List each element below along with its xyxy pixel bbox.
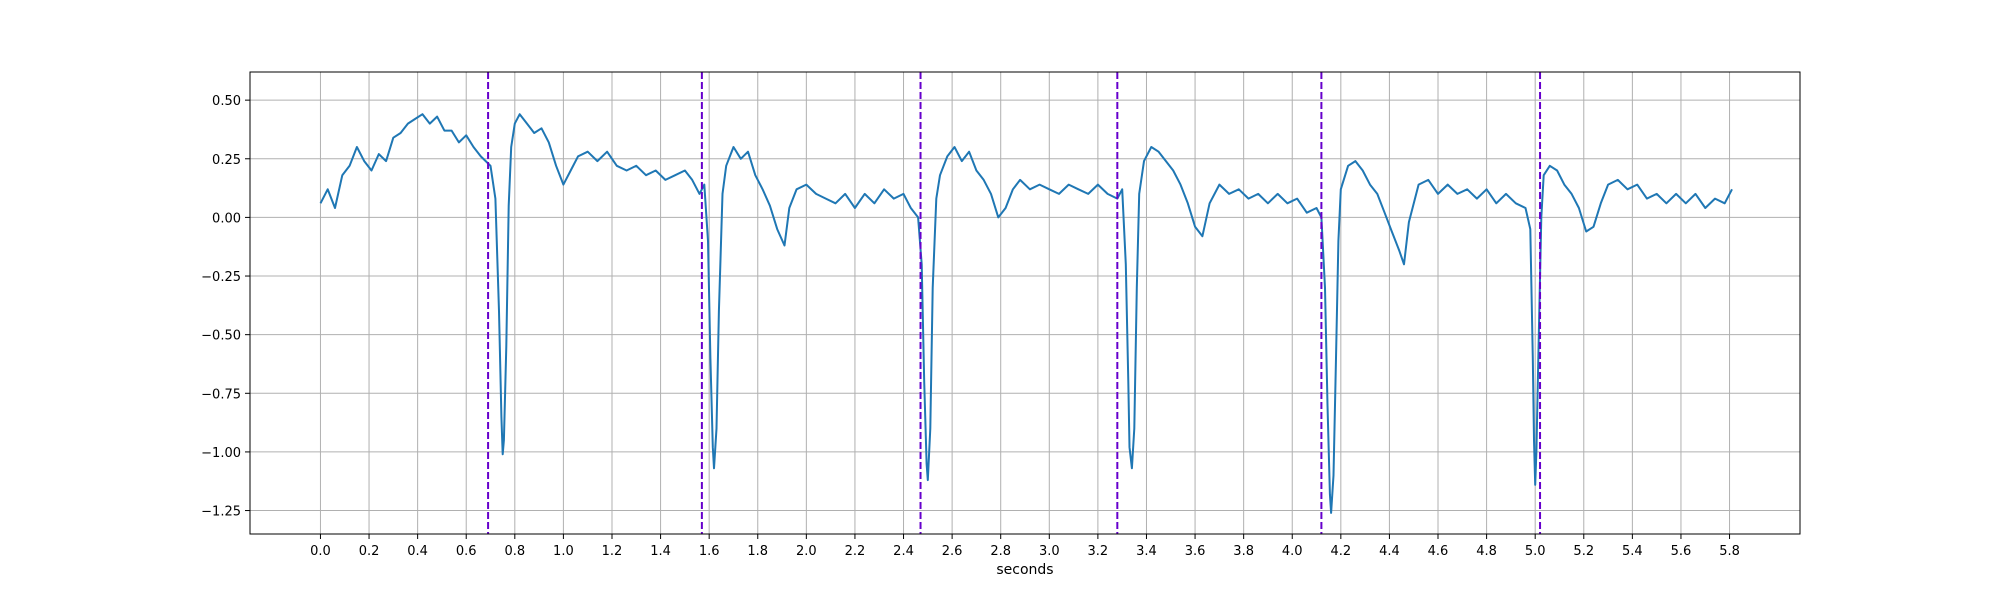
y-tick-label: −0.25 bbox=[201, 270, 241, 285]
x-axis-ticks: 0.0 0.2 0.4 0.6 0.8 1.0 1.2 1.4 1.6 1.8 2.0 2.2 2.4 2… bbox=[310, 534, 1740, 559]
x-tick-label: 5.2 bbox=[1573, 544, 1594, 559]
x-gridlines bbox=[319, 72, 1731, 534]
x-tick-label: 0.0 bbox=[310, 544, 331, 559]
x-tick-label: 1.2 bbox=[602, 544, 623, 559]
x-axis-label: seconds bbox=[996, 562, 1053, 578]
x-tick-label: 0.6 bbox=[456, 544, 477, 559]
y-tick-label: −1.25 bbox=[201, 505, 241, 520]
x-tick-label: 2.4 bbox=[893, 544, 914, 559]
y-tick-label: −0.50 bbox=[201, 329, 241, 344]
x-tick-label: 0.8 bbox=[504, 544, 525, 559]
x-tick-label: 4.6 bbox=[1428, 544, 1449, 559]
x-tick-label: 5.8 bbox=[1719, 544, 1740, 559]
series-layer bbox=[319, 113, 1733, 514]
x-tick-label: 3.2 bbox=[1088, 544, 1109, 559]
x-tick-label: 4.2 bbox=[1330, 544, 1351, 559]
y-tick-label: −0.75 bbox=[201, 387, 241, 402]
x-tick-label: 4.8 bbox=[1476, 544, 1497, 559]
y-tick-label: 0.00 bbox=[212, 211, 241, 226]
x-tick-label: 1.6 bbox=[699, 544, 720, 559]
plot-area-frame bbox=[249, 71, 1801, 535]
marker-lines bbox=[487, 72, 1542, 534]
y-axis-ticks: 0.50 0.25 0.00 −0.25 −0.50 −0.75 −1.00 −1.25 bbox=[201, 94, 250, 520]
x-tick-label: 0.4 bbox=[407, 544, 428, 559]
signal-line bbox=[319, 113, 1733, 514]
x-tick-label: 1.4 bbox=[650, 544, 671, 559]
x-tick-label: 3.4 bbox=[1136, 544, 1157, 559]
x-tick-label: 1.0 bbox=[553, 544, 574, 559]
x-tick-label: 2.6 bbox=[942, 544, 963, 559]
x-tick-label: 5.6 bbox=[1671, 544, 1692, 559]
y-tick-label: −1.00 bbox=[201, 446, 241, 461]
x-tick-label: 1.8 bbox=[747, 544, 768, 559]
y-tick-label: 0.50 bbox=[212, 94, 241, 109]
x-tick-label: 2.8 bbox=[990, 544, 1011, 559]
x-tick-label: 0.2 bbox=[359, 544, 380, 559]
y-tick-label: 0.25 bbox=[212, 153, 241, 168]
x-tick-label: 4.4 bbox=[1379, 544, 1400, 559]
x-tick-label: 2.2 bbox=[845, 544, 866, 559]
x-tick-label: 3.8 bbox=[1233, 544, 1254, 559]
x-tick-label: 3.0 bbox=[1039, 544, 1060, 559]
x-tick-label: 4.0 bbox=[1282, 544, 1303, 559]
x-tick-label: 2.0 bbox=[796, 544, 817, 559]
x-tick-label: 5.4 bbox=[1622, 544, 1643, 559]
x-tick-label: 3.6 bbox=[1185, 544, 1206, 559]
x-tick-label: 5.0 bbox=[1525, 544, 1546, 559]
